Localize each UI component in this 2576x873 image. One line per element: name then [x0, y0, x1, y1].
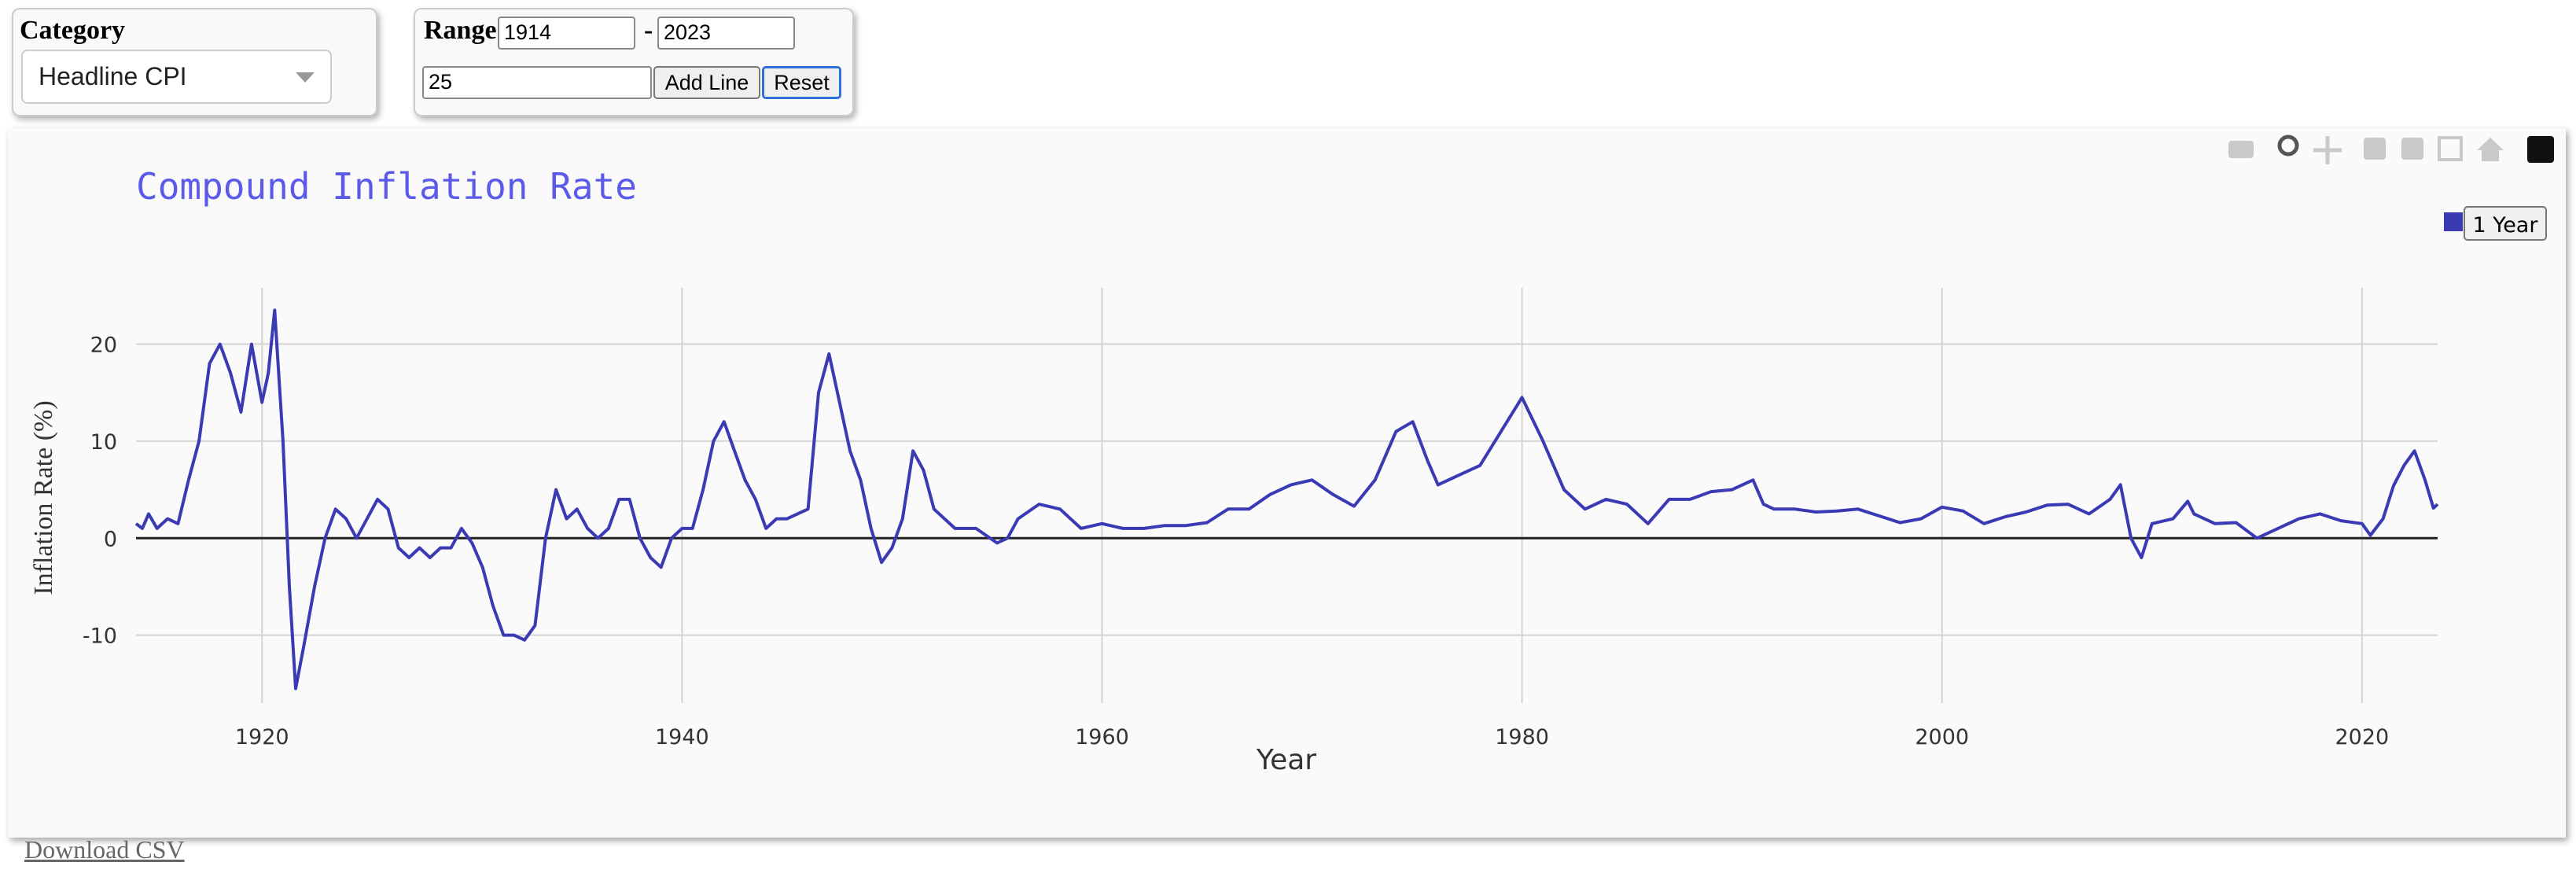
x-axis-title: Year: [1256, 744, 1316, 776]
x-tick-label: 2000: [1915, 725, 1969, 750]
legend: 1 Year: [2444, 206, 2547, 241]
camera-icon[interactable]: [2228, 141, 2254, 158]
autoscale-icon[interactable]: [2438, 136, 2463, 161]
x-tick-label: 1940: [655, 725, 709, 750]
reset-button[interactable]: Reset: [762, 66, 841, 99]
category-value: Headline CPI: [39, 62, 187, 90]
grid: 1920 1940 1960 1980 2000 2020 -10 0 10 20: [83, 288, 2438, 750]
y-tick-label: -10: [83, 624, 117, 649]
range-separator: -: [644, 16, 653, 45]
dropdown-arrow: [296, 72, 315, 83]
home-icon[interactable]: [2477, 138, 2504, 161]
series-line: [134, 308, 2439, 691]
range-start-input[interactable]: 1914: [498, 17, 635, 50]
download-link[interactable]: Download CSV: [24, 835, 185, 864]
range-label: Range: [424, 16, 497, 45]
y-axis-title: Inflation Rate (%): [29, 400, 58, 595]
pan-icon[interactable]: [2313, 136, 2342, 164]
range-panel: Range 1914 - 2023 25 Add Line Reset: [414, 8, 854, 116]
range-end-input[interactable]: 2023: [657, 17, 795, 50]
zoom-out-icon[interactable]: [2401, 138, 2423, 160]
legend-button[interactable]: [2464, 206, 2547, 241]
x-tick-label: 1920: [235, 725, 289, 750]
category-label: Category: [20, 16, 126, 45]
chart-panel: Compound Inflation Rate Year Inflation R…: [8, 128, 2566, 838]
modebar: [2228, 134, 2554, 164]
chart: Compound Inflation Rate Year Inflation R…: [29, 134, 2554, 776]
add-line-button[interactable]: Add Line: [653, 66, 760, 99]
plot-area: [134, 308, 2439, 691]
zoom-icon[interactable]: [2277, 134, 2299, 157]
x-tick-label: 1960: [1075, 725, 1129, 750]
line-input[interactable]: 25: [422, 66, 652, 99]
y-tick-label: 20: [90, 333, 117, 358]
y-tick-label: 0: [104, 527, 117, 551]
category-dropdown[interactable]: Headline CPI: [21, 50, 332, 104]
chart-title: Compound Inflation Rate: [136, 165, 637, 208]
legend-label: 1 Year: [2473, 213, 2539, 238]
x-tick-label: 1980: [1495, 725, 1549, 750]
y-tick-label: 10: [90, 430, 117, 455]
category-panel: Category Headline CPI: [12, 8, 377, 116]
x-tick-label: 2020: [2335, 725, 2389, 750]
plotly-logo[interactable]: [2527, 136, 2554, 163]
legend-swatch: [2444, 212, 2463, 231]
zoom-in-icon[interactable]: [2364, 138, 2386, 160]
